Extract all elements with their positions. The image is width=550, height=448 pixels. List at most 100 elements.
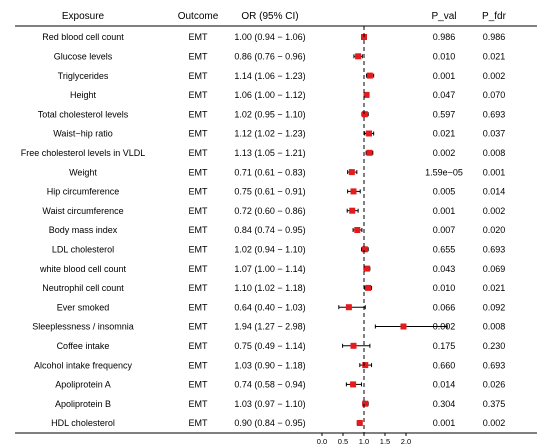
p-fdr-label: 0.002 [483,206,506,216]
outcome-label: EMT [189,129,209,139]
table-row: Glucose levels EMT 0.86 (0.76 − 0.96) 0.010… [54,52,506,62]
outcome-label: EMT [189,341,209,351]
or-ci-label: 1.13 (1.05 − 1.21) [234,148,305,158]
or-ci-label: 1.10 (1.02 − 1.18) [234,283,305,293]
exposure-label: Weight [69,167,97,177]
or-point [366,149,373,156]
or-point [355,53,362,60]
outcome-label: EMT [189,225,209,235]
exposure-label: Free cholesterol levels in VLDL [21,148,146,158]
outcome-label: EMT [189,380,209,390]
x-tick-label: 0.5 [338,437,348,446]
table-row: Triglycerides EMT 1.14 (1.06 − 1.23) 0.001 0… [58,71,506,81]
or-point [363,265,370,272]
or-ci-label: 0.74 (0.58 − 0.94) [234,380,305,390]
exposure-label: white blood cell count [39,264,127,274]
or-ci-label: 0.71 (0.61 − 0.83) [234,167,305,177]
outcome-label: EMT [189,90,209,100]
table-row: Weight EMT 0.71 (0.61 − 0.83) 1.59e−05 0.001 [69,167,505,177]
or-point [366,130,373,137]
exposure-label: Total cholesterol levels [38,109,129,119]
header-exposure: Exposure [62,11,105,22]
p-val-label: 0.304 [433,399,456,409]
exposure-label: Coffee intake [57,341,110,351]
table-header: Exposure Outcome OR (95% CI) P_val P_fdr [62,11,507,22]
p-val-label: 0.660 [433,360,456,370]
table-row: Body mass index EMT 0.84 (0.74 − 0.95) 0.00… [49,225,506,235]
x-tick-label: 1.0 [359,437,369,446]
outcome-label: EMT [189,32,209,42]
or-point [363,91,370,98]
outcome-label: EMT [189,167,209,177]
table-row: Apoliprotein B EMT 1.03 (0.97 − 1.10) 0.304… [55,399,505,409]
or-ci-label: 1.06 (1.00 − 1.12) [234,90,305,100]
or-point [350,342,357,349]
or-ci-label: 0.84 (0.74 − 0.95) [234,225,305,235]
or-point [361,246,368,253]
header-p-fdr: P_fdr [482,11,507,22]
or-ci-label: 1.12 (1.02 − 1.23) [234,129,305,139]
or-ci-label: 1.03 (0.90 − 1.18) [234,360,305,370]
p-val-label: 0.655 [433,245,456,255]
or-point [400,323,407,330]
table-row: Height EMT 1.06 (1.00 − 1.12) 0.047 0.070 [70,90,505,100]
table-row: Hip circumference EMT 0.75 (0.61 − 0.91) 0.… [47,187,506,197]
exposure-label: Glucose levels [54,52,113,62]
p-fdr-label: 0.021 [483,283,506,293]
exposure-label: Red blood cell count [42,32,124,42]
or-point [354,227,361,233]
or-point [348,169,355,176]
header-outcome: Outcome [178,11,219,22]
p-fdr-label: 0.069 [483,264,506,274]
p-fdr-label: 0.230 [483,341,506,351]
or-point [361,111,368,118]
p-fdr-label: 0.693 [483,360,506,370]
or-point [362,400,369,407]
p-val-label: 0.002 [433,148,456,158]
p-fdr-label: 0.693 [483,245,506,255]
x-tick-label: 1.5 [380,437,390,446]
p-fdr-label: 0.037 [483,129,506,139]
or-ci-label: 0.86 (0.76 − 0.96) [234,52,305,62]
outcome-label: EMT [189,322,209,332]
table-row: white blood cell count EMT 1.07 (1.00 − 1.… [39,264,505,274]
or-ci-label: 0.75 (0.49 − 1.14) [234,341,305,351]
p-fdr-label: 0.020 [483,225,506,235]
or-ci-label: 1.02 (0.95 − 1.10) [234,109,305,119]
or-point [366,72,373,79]
header-p-val: P_val [431,11,456,22]
or-ci-label: 1.00 (0.94 − 1.06) [234,32,305,42]
p-fdr-label: 0.021 [483,52,506,62]
exposure-label: Neutrophil cell count [42,283,124,293]
table-row: Total cholesterol levels EMT 1.02 (0.95 − … [38,109,506,119]
p-fdr-label: 0.008 [483,148,506,158]
p-fdr-label: 0.014 [483,187,506,197]
outcome-label: EMT [189,360,209,370]
exposure-label: Height [70,90,97,100]
p-val-label: 0.014 [433,380,456,390]
p-fdr-label: 0.026 [483,380,506,390]
table-row: LDL cholesterol EMT 1.02 (0.94 − 1.10) 0.65… [52,245,505,255]
exposure-label: Alcohol intake frequency [34,360,133,370]
outcome-label: EMT [189,206,209,216]
p-val-label: 0.066 [433,302,456,312]
or-point [365,284,372,291]
p-val-label: 1.59e−05 [425,167,463,177]
outcome-label: EMT [189,187,209,197]
or-ci-label: 1.07 (1.00 − 1.14) [234,264,305,274]
x-tick-label: 2.0 [401,437,411,446]
exposure-label: Hip circumference [47,187,120,197]
outcome-label: EMT [189,109,209,119]
p-val-label: 0.001 [433,71,456,81]
p-fdr-label: 0.070 [483,90,506,100]
table-row: HDL cholesterol EMT 0.90 (0.84 − 0.95) 0.00… [51,418,505,428]
table-row: Alcohol intake frequency EMT 1.03 (0.90 − … [34,360,505,370]
p-fdr-label: 0.092 [483,302,506,312]
p-fdr-label: 0.008 [483,322,506,332]
table-row: Waist circumference EMT 0.72 (0.60 − 0.86)… [42,206,505,216]
or-ci-label: 1.14 (1.06 − 1.23) [234,71,305,81]
table-row: Ever smoked EMT 0.64 (0.40 − 1.03) 0.066 0.0… [57,302,506,312]
p-val-label: 0.010 [433,52,456,62]
or-point [356,420,363,426]
